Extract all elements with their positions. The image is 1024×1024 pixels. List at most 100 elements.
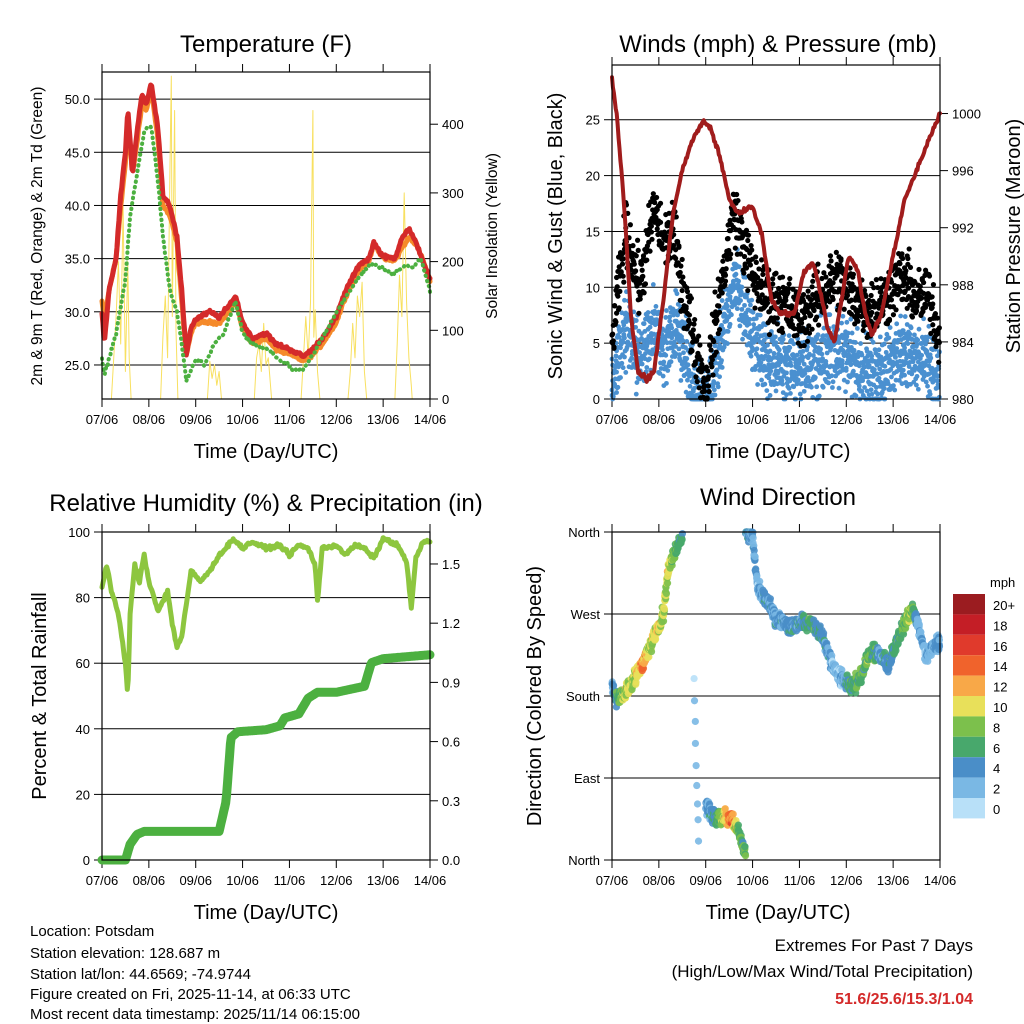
wind-direction-point bbox=[749, 534, 757, 542]
gust-point bbox=[855, 318, 861, 324]
sonic-wind-point bbox=[738, 289, 744, 295]
extremes-values: 51.6/25.6/15.3/1.04 bbox=[835, 991, 973, 1008]
gust-point bbox=[722, 278, 729, 284]
gust-point bbox=[787, 276, 793, 282]
gust-point bbox=[770, 281, 776, 287]
sonic-wind-point bbox=[676, 346, 682, 352]
legend-swatch bbox=[953, 675, 985, 696]
gust-point bbox=[698, 357, 704, 363]
gust-point bbox=[898, 288, 904, 294]
gust-point bbox=[673, 214, 679, 220]
sonic-wind-point bbox=[936, 349, 942, 355]
sonic-wind-point bbox=[748, 353, 754, 359]
gust-point bbox=[627, 222, 633, 228]
sonic-wind-point bbox=[680, 338, 686, 344]
sonic-wind-point bbox=[900, 328, 906, 334]
gust-point bbox=[691, 321, 697, 327]
wind-direction-point bbox=[692, 761, 700, 770]
gust-point bbox=[633, 253, 639, 259]
gust-point bbox=[878, 276, 884, 282]
gust-point bbox=[752, 305, 758, 311]
sonic-wind-point bbox=[768, 368, 774, 374]
legend-swatch bbox=[953, 716, 985, 737]
gust-point bbox=[728, 251, 734, 257]
x-tick-label: 10/06 bbox=[736, 873, 769, 888]
gust-point bbox=[636, 310, 642, 316]
y2-tick-label: 0.3 bbox=[442, 794, 460, 809]
sonic-wind-point bbox=[711, 387, 717, 393]
gust-point bbox=[900, 255, 906, 262]
y2-tick-label: 100 bbox=[442, 323, 464, 338]
sonic-wind-point bbox=[859, 388, 865, 394]
sonic-wind-point bbox=[614, 390, 619, 395]
sonic-wind-point bbox=[750, 309, 756, 315]
sonic-wind-point bbox=[786, 386, 792, 391]
sonic-wind-point bbox=[914, 341, 920, 347]
x-tick-label: 08/06 bbox=[643, 873, 676, 888]
sonic-wind-point bbox=[848, 362, 854, 368]
gust-point bbox=[734, 191, 740, 198]
legend-swatch bbox=[953, 777, 985, 798]
gust-point bbox=[707, 342, 713, 348]
sonic-wind-point bbox=[771, 351, 777, 356]
gust-point bbox=[809, 284, 815, 290]
sonic-wind-point bbox=[673, 344, 679, 349]
sonic-wind-point bbox=[805, 375, 811, 380]
wind-direction-point bbox=[741, 852, 750, 860]
total-precipitation-line bbox=[97, 650, 435, 865]
y2-tick-label: 1000 bbox=[952, 107, 981, 122]
gust-point bbox=[770, 276, 776, 282]
gust-point bbox=[678, 297, 685, 304]
gust-point bbox=[823, 274, 829, 280]
wind-direction-point bbox=[756, 577, 764, 585]
gust-point bbox=[916, 266, 922, 273]
sonic-wind-point bbox=[816, 393, 822, 399]
gust-point bbox=[755, 274, 761, 281]
legend-label: 14 bbox=[993, 659, 1007, 674]
sonic-wind-point bbox=[764, 388, 770, 394]
gust-point bbox=[878, 289, 884, 295]
sonic-wind-point bbox=[620, 365, 626, 371]
sonic-wind-point bbox=[839, 361, 845, 367]
gust-point bbox=[929, 294, 935, 300]
legend-swatch bbox=[953, 798, 985, 819]
gust-point bbox=[619, 251, 626, 257]
gust-point bbox=[866, 297, 872, 304]
x-tick-label: 08/06 bbox=[643, 412, 676, 427]
plot-area bbox=[609, 75, 942, 402]
gust-point bbox=[809, 326, 815, 332]
y-tick-label: 100 bbox=[68, 525, 90, 540]
sonic-wind-point bbox=[866, 362, 872, 368]
sonic-wind-point bbox=[913, 382, 919, 388]
gust-point bbox=[684, 288, 691, 295]
x-tick-label: 09/06 bbox=[179, 873, 212, 888]
gust-point bbox=[749, 247, 755, 253]
sonic-wind-point bbox=[889, 374, 894, 380]
gust-point bbox=[692, 316, 698, 323]
x-tick-label: 07/06 bbox=[86, 412, 119, 427]
gust-point bbox=[671, 242, 677, 249]
gust-point bbox=[931, 328, 937, 334]
gust-point bbox=[694, 379, 700, 385]
panel-3: North East South West North 07/06 08/06 09/06 10… bbox=[566, 524, 1015, 888]
gust-point bbox=[712, 289, 718, 295]
legend-label: 0 bbox=[993, 802, 1000, 817]
sonic-wind-point bbox=[821, 325, 827, 331]
y-tick-label: 25 bbox=[586, 113, 600, 128]
footer-location: Location: Potsdam bbox=[30, 923, 154, 940]
sonic-wind-point bbox=[731, 283, 737, 289]
y2-tick-label: 992 bbox=[952, 221, 974, 236]
y-tick-label: 15 bbox=[586, 224, 600, 239]
winds-xlabel: Time (Day/UTC) bbox=[706, 441, 851, 463]
gust-point bbox=[615, 293, 621, 299]
legend-label: 8 bbox=[993, 720, 1000, 735]
sonic-wind-point bbox=[714, 367, 720, 373]
sonic-wind-point bbox=[660, 347, 665, 353]
gust-point bbox=[779, 325, 785, 331]
gust-point bbox=[710, 372, 716, 378]
gust-point bbox=[783, 297, 789, 303]
sonic-wind-point bbox=[924, 338, 930, 343]
sonic-wind-point bbox=[661, 359, 667, 365]
temperature-title: Temperature (F) bbox=[180, 31, 352, 58]
